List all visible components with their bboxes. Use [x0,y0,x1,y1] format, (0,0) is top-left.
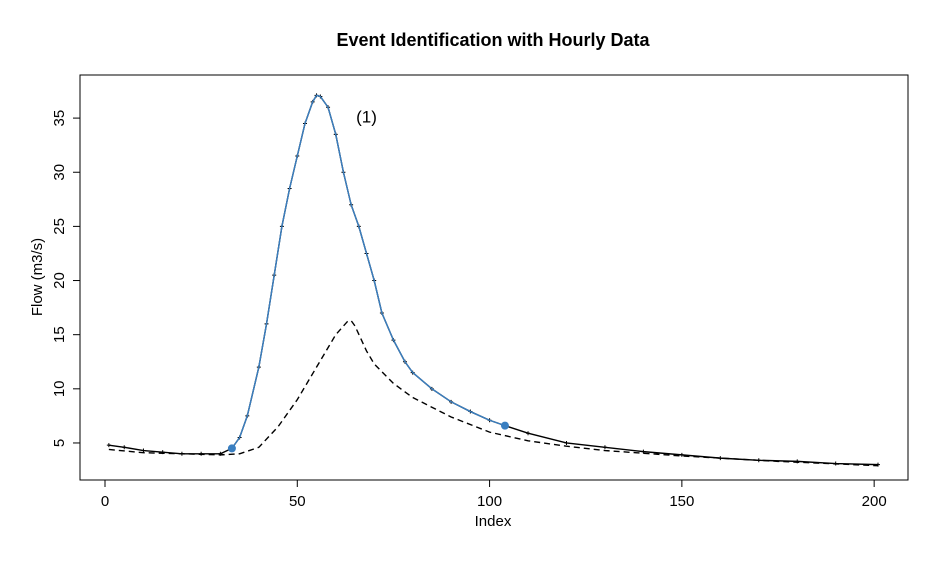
event-point [500,421,509,430]
series-line [108,319,879,467]
x-tick-label: 150 [669,493,694,510]
y-tick-label: 25 [51,218,68,235]
plot-frame [79,74,909,481]
y-tick-label: 20 [51,272,68,289]
point-marker [679,452,684,457]
chart-title: Event Identification with Hourly Data [336,30,650,50]
point-marker [526,431,531,436]
point-marker [876,462,881,467]
point-marker [564,440,569,445]
point-marker [602,445,607,450]
point-marker [122,445,127,450]
point-marker [141,448,146,453]
y-tick-label: 30 [51,164,68,181]
x-tick-label: 0 [101,493,109,510]
y-tick-label: 35 [51,110,68,127]
y-tick-label: 15 [51,326,68,343]
event-point [227,444,236,453]
x-tick-label: 200 [862,493,887,510]
point-marker [106,443,111,448]
x-axis-label: Index [475,513,512,530]
series-line [231,94,506,449]
y-axis-label: Flow (m3/s) [29,238,46,316]
series-line [108,94,879,466]
x-tick-label: 50 [289,493,306,510]
point-marker [641,449,646,454]
x-tick-label: 100 [477,493,502,510]
y-tick-label: 5 [51,439,68,447]
y-tick-label: 10 [51,380,68,397]
annotation: (1) [356,108,377,127]
